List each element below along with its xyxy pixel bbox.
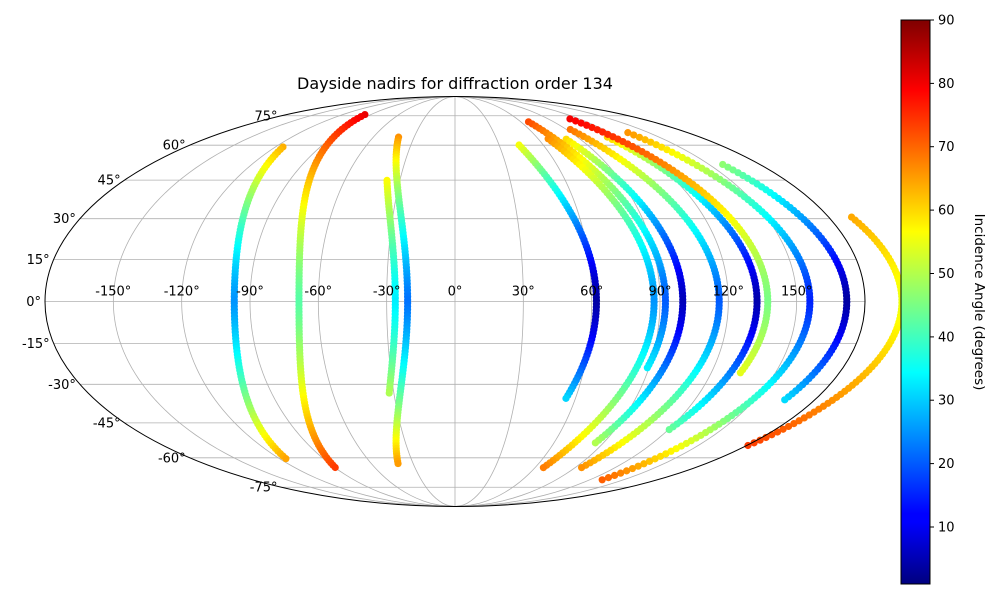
- data-point: [539, 464, 548, 472]
- colorbar-tick-label: 40: [938, 330, 955, 345]
- data-point: [756, 436, 764, 444]
- colorbar: 10 20 30 40 50 60 70 80 90 Incidence Angle (degr…: [900, 14, 987, 585]
- longitude-tick-label: 120°: [713, 285, 744, 300]
- longitude-tick-label: 30°: [512, 285, 535, 300]
- latitude-tick-label: 75°: [254, 109, 277, 124]
- data-point: [640, 460, 648, 468]
- data-point: [610, 471, 619, 480]
- latitude-tick-label: -60°: [158, 451, 186, 466]
- longitude-gridline: [317, 96, 456, 507]
- data-point: [784, 422, 793, 431]
- longitude-gridline: [454, 96, 593, 507]
- data-point: [645, 457, 654, 465]
- data-point: [628, 464, 637, 473]
- data-point: [624, 129, 632, 137]
- latitude-tick-label: -30°: [48, 378, 76, 393]
- data-point: [598, 476, 606, 484]
- longitude-tick-label: 0°: [448, 285, 463, 300]
- data-point: [562, 394, 570, 402]
- longitude-tick-label: 150°: [781, 285, 812, 300]
- longitude-tick-label: -90°: [236, 285, 264, 300]
- data-point: [656, 452, 665, 460]
- data-point: [630, 131, 638, 139]
- latitude-tick-label: 45°: [98, 174, 121, 189]
- data-point: [583, 121, 591, 129]
- data-point: [773, 428, 782, 436]
- data-point: [658, 143, 666, 151]
- longitude-gridline: [112, 96, 456, 507]
- colorbar-gradient: [900, 19, 931, 585]
- longitude-gridline: [386, 96, 456, 507]
- data-point: [790, 420, 798, 428]
- latitude-tick-labels: 75° 60° 45° 30° 15° 0° -15° -30° -45° -60° -75°: [22, 109, 278, 495]
- colorbar-tick-label: 10: [938, 521, 955, 536]
- latitude-tick-label: 30°: [53, 212, 76, 227]
- data-points: [230, 110, 906, 484]
- longitude-gridline: [454, 96, 524, 507]
- colorbar-tick-label: 90: [938, 14, 955, 29]
- longitude-gridline: [454, 96, 661, 507]
- longitude-tick-label: 90°: [648, 285, 671, 300]
- data-point: [331, 463, 339, 472]
- longitude-gridline: [181, 96, 456, 507]
- data-point: [572, 117, 580, 125]
- colorbar-tick-label: 20: [938, 457, 955, 472]
- longitude-tick-label: -30°: [373, 285, 401, 300]
- longitude-tick-labels: -150° -120° -90° -60° -30° 0° 30° 60° 90° 120° 150…: [95, 285, 812, 300]
- colorbar-tick-label: 50: [938, 267, 955, 282]
- colorbar-tick-label: 60: [938, 204, 955, 219]
- colorbar-tick-label: 30: [938, 394, 955, 409]
- data-point: [566, 115, 574, 123]
- data-point: [736, 369, 745, 377]
- data-point: [604, 474, 613, 482]
- latitude-tick-label: 0°: [26, 295, 41, 310]
- longitude-tick-label: -120°: [164, 285, 200, 300]
- data-point: [282, 455, 290, 463]
- colorbar-tick-label: 70: [938, 140, 955, 155]
- data-point: [641, 136, 649, 144]
- data-point: [591, 439, 599, 447]
- longitude-tick-label: -150°: [95, 285, 131, 300]
- data-point: [394, 459, 402, 468]
- latitude-tick-label: -45°: [93, 416, 121, 431]
- data-point: [665, 425, 673, 434]
- data-point: [651, 455, 659, 463]
- latitude-tick-label: 60°: [163, 139, 186, 154]
- data-point: [622, 467, 631, 475]
- data-point: [577, 119, 585, 127]
- data-point: [577, 464, 586, 472]
- colorbar-label: Incidence Angle (degrees): [971, 214, 987, 391]
- data-point: [781, 396, 789, 404]
- colorbar-ticks: 10 20 30 40 50 60 70 80 90: [930, 14, 955, 536]
- data-point: [779, 425, 787, 433]
- data-point: [662, 450, 670, 458]
- data-point: [635, 133, 644, 141]
- map-outline: [44, 96, 866, 507]
- data-point: [744, 441, 752, 450]
- data-point: [643, 364, 651, 372]
- latitude-tick-label: 15°: [27, 253, 50, 268]
- graticule-grid: [45, 96, 865, 507]
- latitude-tick-label: -15°: [22, 337, 50, 352]
- chart-title: Dayside nadirs for diffraction order 134: [297, 74, 613, 93]
- longitude-tick-label: 60°: [580, 285, 603, 300]
- data-point: [634, 462, 642, 470]
- longitude-tick-label: -60°: [304, 285, 332, 300]
- data-point: [617, 469, 625, 477]
- data-point: [652, 141, 660, 149]
- latitude-tick-label: -75°: [250, 481, 278, 496]
- data-point: [647, 138, 655, 146]
- data-point: [385, 389, 393, 397]
- longitude-gridline: [454, 96, 798, 507]
- colorbar-tick-label: 80: [938, 77, 955, 92]
